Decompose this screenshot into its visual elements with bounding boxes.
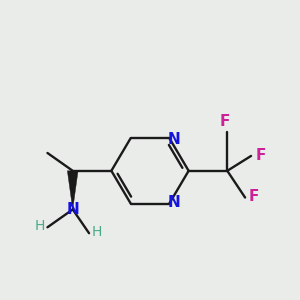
- Text: N: N: [167, 194, 180, 209]
- Text: N: N: [66, 202, 79, 217]
- Text: F: F: [249, 189, 259, 204]
- Text: H: H: [91, 225, 102, 239]
- Text: H: H: [35, 219, 45, 233]
- Text: N: N: [167, 132, 180, 147]
- Text: F: F: [220, 114, 230, 129]
- Polygon shape: [68, 171, 78, 209]
- Text: F: F: [255, 148, 266, 164]
